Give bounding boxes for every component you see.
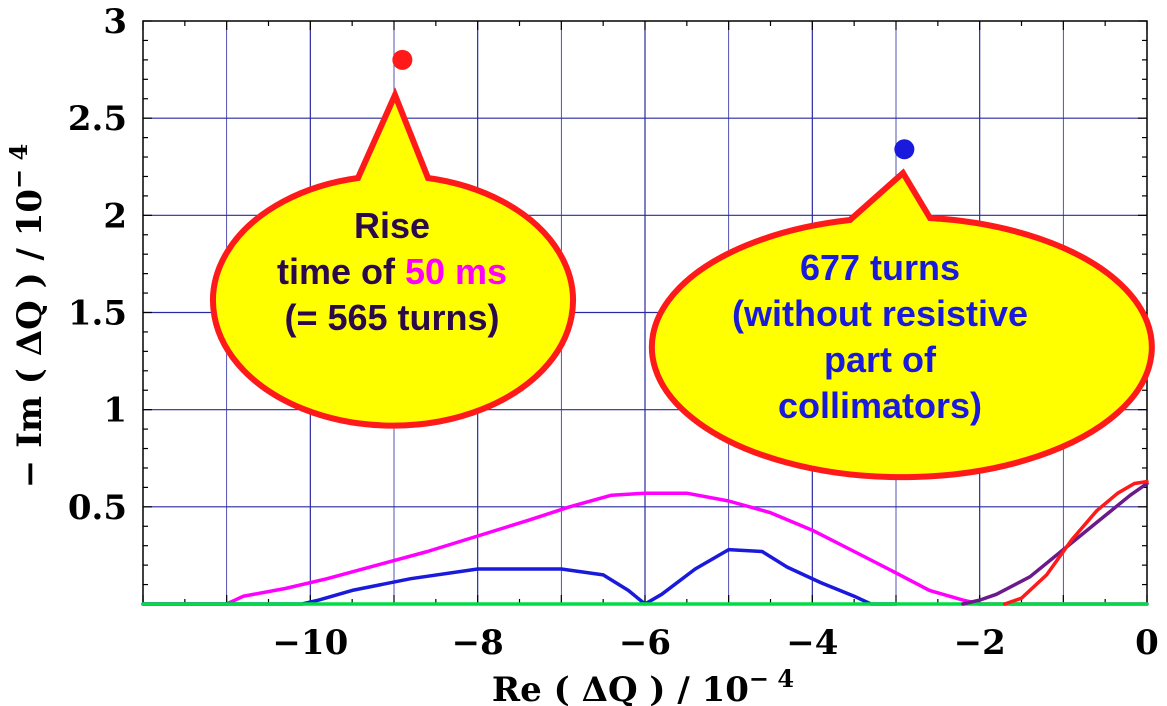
x-axis-label-main: Re ( ΔQ ) / 10 — [492, 670, 749, 706]
callout-line: (without resistive — [732, 293, 1028, 334]
callout-segment: 50 ms — [405, 251, 507, 292]
x-tick-label: −10 — [272, 623, 348, 663]
x-tick-label: −4 — [786, 623, 838, 663]
series-lines — [141, 479, 1149, 606]
callout-line: part of — [824, 339, 937, 380]
y-tick-labels: 0.5 1 1.5 2 2.5 3 — [68, 2, 127, 528]
callout-bubble-left — [210, 87, 576, 429]
x-tick-label: −8 — [452, 623, 504, 663]
series-line-2 — [141, 547, 898, 606]
callout-line: collimators) — [778, 385, 982, 426]
y-tick-label: 0.5 — [68, 488, 127, 528]
series-line-5 — [1003, 479, 1149, 606]
callout-segment: collimators) — [778, 385, 982, 426]
callout-segment: (without resistive — [732, 293, 1028, 334]
marker-dot-2 — [894, 139, 915, 160]
callout-segment: (= 565 turns) — [284, 297, 499, 338]
y-tick-label: 2.5 — [68, 99, 127, 139]
x-tick-label: −6 — [619, 623, 671, 663]
callout-segment: Rise — [354, 205, 430, 246]
x-tick-label: −2 — [954, 623, 1006, 663]
y-axis-label-main: − Im ( ΔQ ) / 10 — [10, 189, 50, 488]
y-axis-label: − Im ( ΔQ ) / 10− 4 — [4, 144, 50, 488]
callout-line: 677 turns — [800, 247, 960, 288]
series-line-4 — [961, 481, 1149, 606]
y-tick-label: 2 — [103, 196, 127, 236]
x-axis-label: Re ( ΔQ ) / 10− 4 — [492, 664, 794, 706]
callout-segment: part of — [824, 339, 937, 380]
callout-segment: 677 turns — [800, 247, 960, 288]
callout-text-right: 677 turns (without resistive part of collim… — [732, 247, 1028, 426]
y-tick-label: 1 — [103, 391, 127, 431]
x-tick-label: 0 — [1135, 623, 1159, 663]
x-axis-label-exponent: − 4 — [749, 664, 794, 693]
callout-text-left: Rise time of 50 ms (= 565 turns) — [277, 205, 507, 338]
callout-line: time of 50 ms — [277, 251, 507, 292]
x-tick-labels: −10 −8 −6 −4 −2 0 — [272, 623, 1158, 663]
callout-segment: time of — [277, 251, 405, 292]
y-tick-label: 1.5 — [68, 294, 127, 334]
callout-line: (= 565 turns) — [284, 297, 499, 338]
y-tick-label: 3 — [103, 2, 127, 42]
callout-677-turns: 677 turns (without resistive part of collim… — [648, 168, 1155, 481]
callout-bubble-right — [648, 168, 1155, 481]
markers — [392, 49, 915, 160]
callout-line: Rise — [354, 205, 430, 246]
callout-rise-time: Rise time of 50 ms (= 565 turns) — [210, 87, 576, 429]
series-line-1 — [141, 491, 1149, 606]
marker-dot-1 — [392, 49, 413, 70]
y-axis-label-exponent: − 4 — [4, 144, 33, 189]
